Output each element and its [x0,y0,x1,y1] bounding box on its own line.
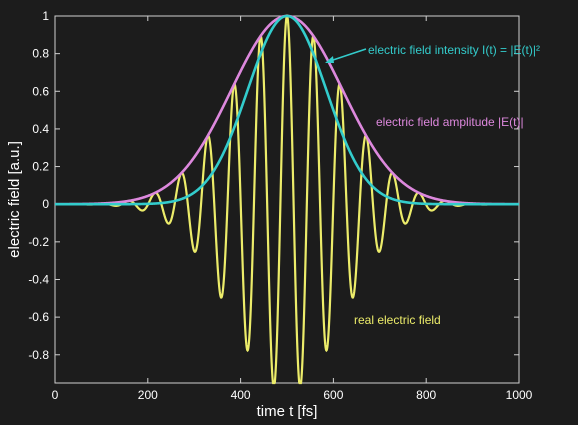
series-lines [55,13,519,385]
x-tick-label: 400 [231,388,251,402]
series-line-intensity [55,14,519,206]
x-tick-label: 200 [138,388,158,402]
x-tick-label: 0 [52,388,59,402]
series-line-real [55,13,519,385]
plot-area [54,15,520,384]
y-tick-label: 0.2 [32,160,49,174]
y-tick-label: 0.8 [32,47,49,61]
annotation-real: real electric field [354,313,441,327]
y-axis-label: electric field [a.u.] [6,141,23,258]
y-axis-ticks: 1 0.8 0.6 0.4 0.2 0 -0.2 -0.4 -0.6 -0.8 [28,9,519,362]
y-tick-label: 1 [42,9,49,23]
y-tick-label: -0.2 [28,235,49,249]
annotation-arrowhead [325,56,334,63]
annotation-amplitude: electric field amplitude |E(t)| [376,115,524,129]
y-tick-label: 0 [42,197,49,211]
x-axis-ticks: 0 200 400 600 800 1000 [52,16,533,402]
x-axis-label: time t [fs] [257,403,318,420]
x-tick-label: 1000 [506,388,533,402]
annotations: electric field intensity I(t) = |E(t)|² e… [325,43,540,327]
annotation-intensity: electric field intensity I(t) = |E(t)|² [368,43,540,57]
x-tick-label: 800 [416,388,436,402]
x-tick-label: 600 [323,388,343,402]
y-tick-label: 0.6 [32,84,49,98]
y-tick-label: -0.8 [28,348,49,362]
y-tick-label: 0.4 [32,122,49,136]
y-tick-label: -0.4 [28,272,49,286]
y-tick-label: -0.6 [28,310,49,324]
